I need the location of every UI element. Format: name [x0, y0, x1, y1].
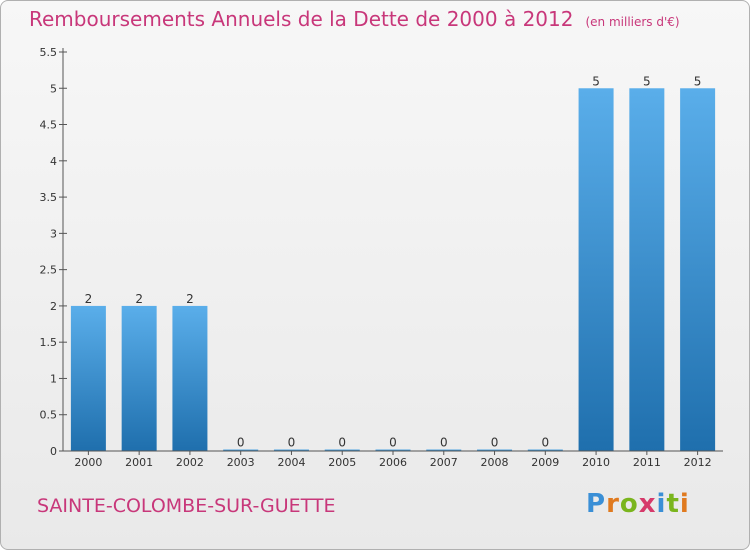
x-tick-label-2011: 2011 [633, 456, 661, 469]
x-tick-label-2008: 2008 [481, 456, 509, 469]
bars: 2 2 2 0 0 0 0 0 0 0 5 5 5 [70, 74, 716, 451]
proxiti-logo: Proxiti [586, 489, 690, 519]
y-tick-label: 4 [50, 155, 57, 168]
commune-name: SAINTE-COLOMBE-SUR-GUETTE [37, 495, 336, 517]
data-label-2005: 0 [338, 436, 346, 450]
brand-letter: r [606, 489, 620, 519]
data-label-2009: 0 [541, 436, 549, 450]
data-label-2002: 2 [186, 292, 194, 306]
bar-2009 [527, 449, 563, 451]
y-axis: 0 0.5 1 1.5 2 2.5 3 3.5 4 4.5 5 5.5 [40, 46, 67, 458]
bar-2011 [629, 88, 665, 451]
x-tick-label-2005: 2005 [328, 456, 356, 469]
x-tick-label-2003: 2003 [227, 456, 255, 469]
data-label-2006: 0 [389, 436, 397, 450]
bar-2001 [121, 305, 157, 451]
x-tick-label-2000: 2000 [74, 456, 102, 469]
data-label-2000: 2 [85, 292, 93, 306]
data-label-2012: 5 [694, 74, 702, 88]
y-tick-label: 3.5 [40, 191, 58, 204]
x-tick-label-2012: 2012 [684, 456, 712, 469]
bar-2004 [273, 449, 309, 451]
brand-letter: o [619, 489, 639, 519]
data-label-2007: 0 [440, 436, 448, 450]
y-tick-label: 0.5 [40, 409, 58, 422]
bar-2008 [477, 449, 513, 451]
y-tick-label: 4.5 [40, 119, 58, 132]
y-tick-label: 5.5 [40, 46, 58, 59]
bar-2000 [70, 305, 106, 451]
data-label-2004: 0 [288, 436, 296, 450]
x-tick-label-2010: 2010 [582, 456, 610, 469]
bar-2003 [223, 449, 259, 451]
y-tick-label: 1 [50, 372, 57, 385]
data-label-2010: 5 [592, 74, 600, 88]
brand-letter: i [679, 489, 690, 519]
x-tick-label-2009: 2009 [531, 456, 559, 469]
y-tick-label: 2 [50, 300, 57, 313]
y-tick-label: 5 [50, 82, 57, 95]
bar-2012 [680, 88, 716, 451]
x-tick-label-2001: 2001 [125, 456, 153, 469]
x-tick-label-2004: 2004 [277, 456, 305, 469]
y-tick-label: 3 [50, 227, 57, 240]
y-tick-label: 1.5 [40, 336, 58, 349]
bar-2006 [375, 449, 411, 451]
data-label-2011: 5 [643, 74, 651, 88]
brand-letter: P [586, 489, 607, 519]
x-tick-label-2002: 2002 [176, 456, 204, 469]
x-axis: 2000 2001 2002 2003 2004 2005 2006 2007 2008 2009… [63, 450, 723, 469]
bar-2010 [578, 88, 614, 451]
data-label-2008: 0 [491, 436, 499, 450]
y-tick-label: 2.5 [40, 264, 58, 277]
brand-letter: x [638, 489, 657, 519]
bar-2007 [426, 449, 462, 451]
title-text: Remboursements Annuels de la Dette de 20… [29, 7, 574, 31]
title-unit: (en milliers d'€) [585, 15, 680, 29]
brand-letter: i [656, 489, 667, 519]
x-tick-label-2007: 2007 [430, 456, 458, 469]
y-tick-label: 0 [50, 445, 57, 458]
brand-letter: t [666, 489, 680, 519]
bar-2002 [172, 305, 208, 451]
x-tick-label-2006: 2006 [379, 456, 407, 469]
chart-title: Remboursements Annuels de la Dette de 20… [29, 7, 680, 31]
data-label-2003: 0 [237, 436, 245, 450]
bar-2005 [324, 449, 360, 451]
data-label-2001: 2 [135, 292, 143, 306]
